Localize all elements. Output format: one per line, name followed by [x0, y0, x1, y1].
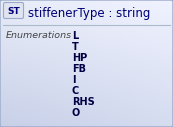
- Text: Enumerations: Enumerations: [6, 31, 72, 40]
- Text: FB: FB: [72, 64, 86, 74]
- Text: stiffenerType : string: stiffenerType : string: [28, 7, 150, 20]
- Text: RHS: RHS: [72, 97, 95, 107]
- FancyBboxPatch shape: [3, 3, 24, 19]
- Text: O: O: [72, 108, 80, 118]
- Text: ST: ST: [7, 7, 20, 16]
- Text: L: L: [72, 31, 78, 41]
- Text: HP: HP: [72, 53, 87, 63]
- Text: T: T: [72, 42, 79, 52]
- Text: C: C: [72, 86, 79, 96]
- Text: I: I: [72, 75, 75, 85]
